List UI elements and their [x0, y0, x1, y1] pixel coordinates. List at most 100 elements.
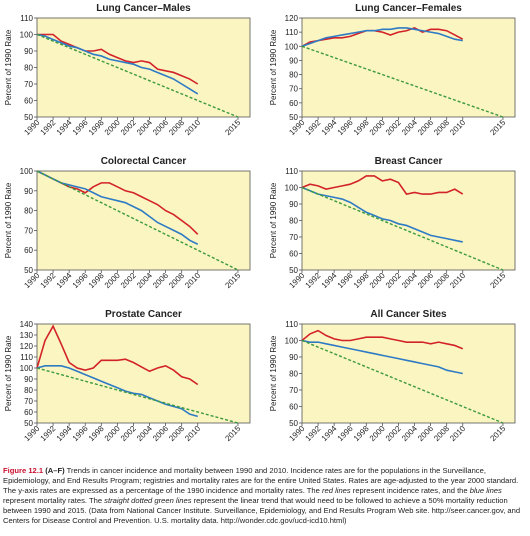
chart-title: All Cancer Sites	[370, 309, 447, 320]
x-tick-label: 1994	[320, 271, 339, 290]
caption-text: represent the linear trend that would ne…	[3, 496, 521, 525]
x-tick-label: 1994	[320, 118, 339, 137]
x-tick-label: 1998	[87, 118, 106, 137]
series-line	[301, 45, 504, 118]
x-tick-label: 1994	[55, 424, 74, 443]
x-tick-label: 1992	[304, 424, 323, 443]
y-tick-label: 60	[289, 99, 298, 108]
figure: Lung Cancer–Males Percent of 1990 Rate 50 6…	[4, 3, 516, 443]
x-tick-label: 2015	[223, 424, 242, 443]
y-tick-label: 100	[20, 364, 34, 373]
y-tick-label: 80	[24, 64, 33, 73]
x-tick-label: 1996	[336, 118, 355, 137]
x-tick-label: 2006	[151, 424, 170, 443]
x-tick-label: 2004	[135, 271, 154, 290]
y-tick-label: 70	[289, 386, 298, 395]
y-axis-label: Percent of 1990 Rate	[4, 29, 13, 105]
plot-area	[301, 323, 516, 424]
y-tick-label: 50	[289, 419, 298, 428]
y-tick-label: 60	[289, 250, 298, 259]
y-axis-label: Percent of 1990 Rate	[269, 29, 278, 105]
x-tick-label: 2008	[432, 424, 451, 443]
y-tick-label: 110	[285, 28, 298, 37]
y-axis-label: Percent of 1990 Rate	[4, 182, 13, 258]
x-tick-label: 2002	[119, 424, 138, 443]
x-tick-label: 1992	[304, 271, 323, 290]
y-tick-label: 100	[20, 31, 34, 40]
y-tick-label: 70	[289, 85, 298, 94]
chart-title: Breast Cancer	[375, 156, 443, 167]
y-tick-label: 50	[289, 113, 298, 122]
x-tick-label: 2000	[103, 424, 122, 443]
panel: Lung Cancer–Females Percent of 1990 Rate 5…	[269, 3, 516, 137]
x-tick-label: 2010	[448, 118, 467, 137]
x-tick-label: 1992	[39, 118, 58, 137]
y-tick-label: 110	[285, 320, 298, 329]
y-tick-label: 110	[20, 353, 33, 362]
series-line	[301, 27, 463, 48]
y-tick-label: 80	[289, 370, 298, 379]
x-tick-label: 2008	[432, 118, 451, 137]
x-tick-label: 2000	[103, 118, 122, 137]
x-tick-label: 2006	[416, 271, 435, 290]
y-tick-label: 70	[289, 233, 298, 242]
y-tick-label: 60	[24, 246, 33, 255]
chart-title: Lung Cancer–Females	[355, 3, 462, 14]
series-line	[301, 186, 463, 243]
x-tick-label: 2015	[488, 118, 507, 137]
y-tick-label: 70	[24, 397, 33, 406]
x-tick-label: 2010	[183, 424, 202, 443]
x-tick-label: 2002	[384, 118, 403, 137]
x-tick-label: 1998	[352, 271, 371, 290]
x-tick-label: 2008	[167, 424, 186, 443]
x-tick-label: 2004	[135, 118, 154, 137]
x-tick-label: 1994	[55, 118, 74, 137]
x-tick-label: 1992	[39, 271, 58, 290]
caption-text: red lines	[321, 486, 351, 495]
x-tick-label: 2000	[103, 271, 122, 290]
x-tick-label: 1998	[352, 424, 371, 443]
y-tick-label: 70	[24, 80, 33, 89]
series-line	[301, 339, 504, 424]
caption-text: represent mortality rates. The	[3, 496, 105, 505]
x-tick-label: 2015	[223, 118, 242, 137]
x-tick-label: 2010	[448, 424, 467, 443]
x-tick-label: 2008	[432, 271, 451, 290]
x-tick-label: 2002	[384, 424, 403, 443]
x-tick-label: 2004	[400, 118, 419, 137]
x-tick-label: 2002	[384, 271, 403, 290]
y-tick-label: 130	[20, 331, 34, 340]
x-tick-label: 2015	[488, 424, 507, 443]
panel: Prostate Cancer Percent of 1990 Rate 50 60 7…	[4, 309, 251, 443]
x-tick-label: 1996	[71, 271, 90, 290]
y-tick-label: 90	[289, 353, 298, 362]
caption-label: Figure 12.1	[3, 466, 44, 475]
x-tick-label: 1996	[336, 271, 355, 290]
y-tick-label: 50	[24, 113, 33, 122]
x-tick-label: 1996	[336, 424, 355, 443]
caption: Figure 12.1 (A–F) Trends in cancer incid…	[3, 466, 527, 526]
chart-title: Prostate Cancer	[105, 309, 182, 320]
x-tick-label: 2015	[223, 271, 242, 290]
caption-panels: (A–F)	[45, 466, 65, 475]
x-tick-label: 1998	[87, 424, 106, 443]
y-tick-label: 70	[24, 226, 33, 235]
y-tick-label: 80	[289, 71, 298, 80]
y-tick-label: 90	[24, 47, 33, 56]
series-line	[36, 33, 199, 95]
x-tick-label: 2000	[368, 271, 387, 290]
plot-area	[301, 17, 516, 118]
panel: All Cancer Sites Percent of 1990 Rate 50 60…	[269, 309, 516, 443]
y-tick-label: 50	[289, 266, 298, 275]
series-line	[301, 329, 464, 350]
y-axis-label: Percent of 1990 Rate	[269, 182, 278, 258]
y-axis-label: Percent of 1990 Rate	[4, 335, 13, 411]
y-tick-label: 90	[289, 200, 298, 209]
panel: Lung Cancer–Males Percent of 1990 Rate 50 6…	[4, 3, 251, 137]
x-tick-label: 1996	[71, 424, 90, 443]
y-tick-label: 90	[24, 187, 33, 196]
y-tick-label: 60	[24, 408, 33, 417]
x-tick-label: 2006	[151, 118, 170, 137]
x-tick-label: 1996	[71, 118, 90, 137]
